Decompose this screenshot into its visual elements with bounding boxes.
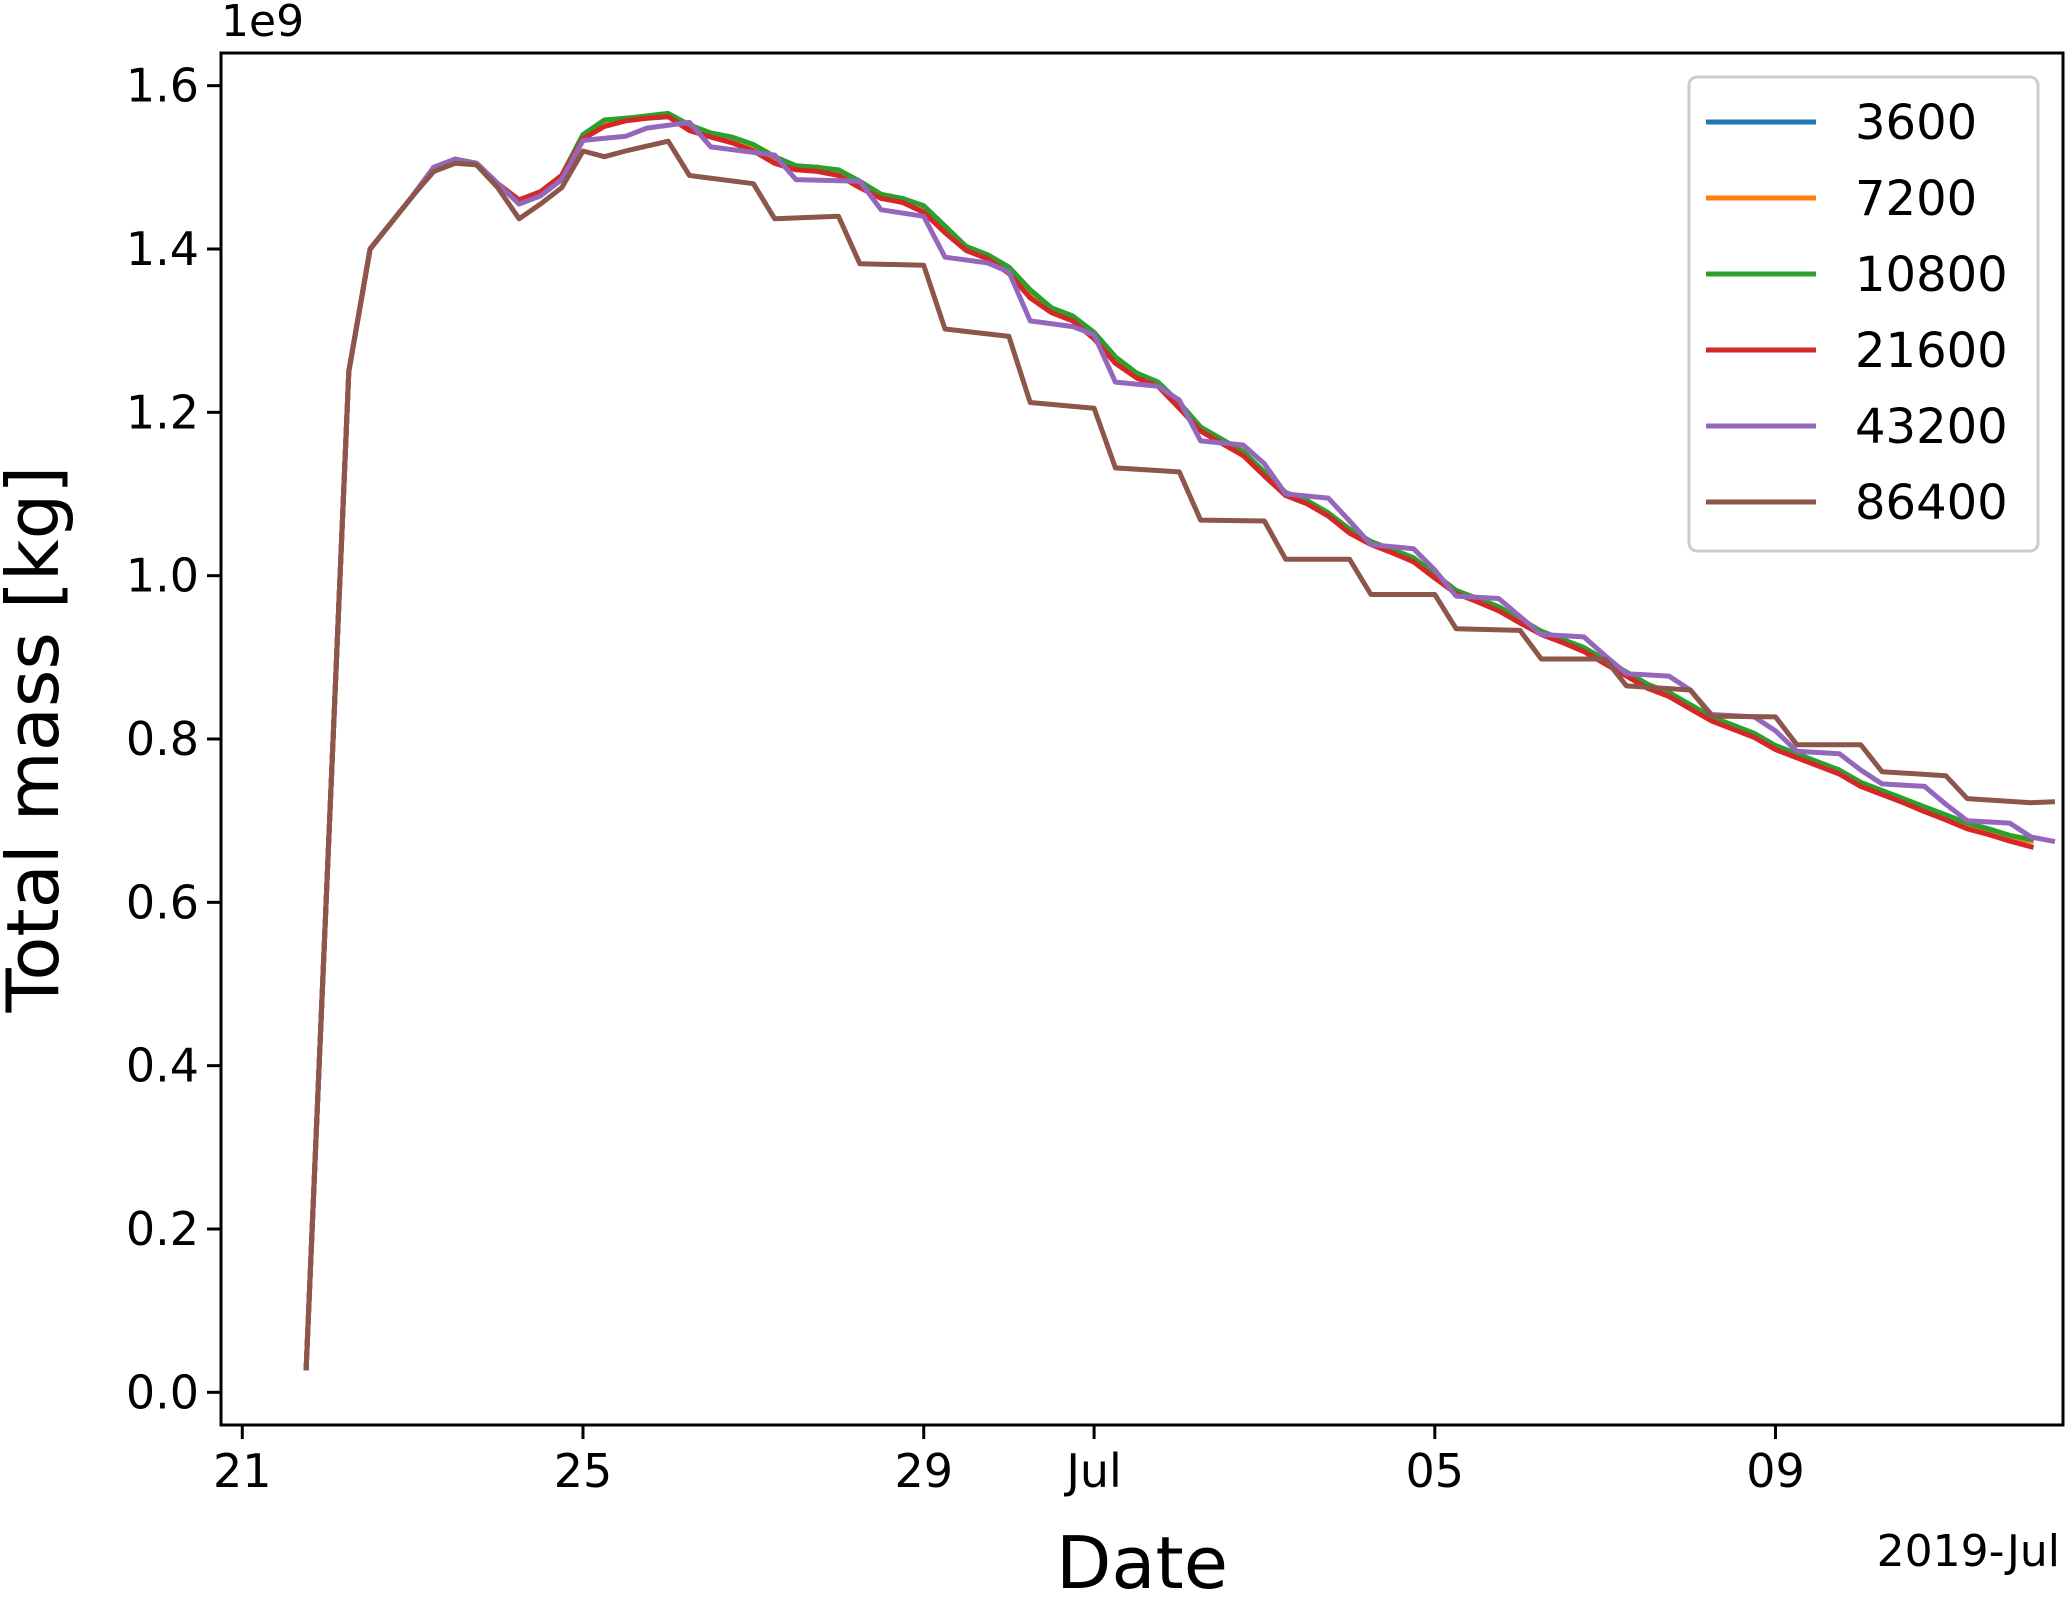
y-tick-label: 0.4 [126,1039,199,1093]
y-tick-label: 0.0 [126,1365,199,1419]
y-tick-label: 0.2 [126,1202,199,1256]
legend-label-21600: 21600 [1855,323,2008,379]
y-tick-label: 0.8 [126,712,199,766]
y-tick-label: 1.2 [126,385,199,439]
y-tick-label: 0.6 [126,875,199,929]
y-tick-label: 1.0 [126,549,199,603]
x-tick-label: 21 [213,1444,272,1498]
x-tick-label: Jul [1063,1444,1122,1498]
legend-label-10800: 10800 [1855,247,2008,303]
plot-frame [219,51,2065,1427]
x-offset-label: 2019-Jul [1877,1526,2060,1577]
y-tick-label: 1.6 [126,59,199,113]
x-axis-label: Date [1056,1521,1228,1598]
x-tick-label: 29 [894,1444,953,1498]
legend-label-86400: 86400 [1855,475,2008,531]
series-line-86400 [303,138,2055,1371]
x-axis: 21 25 29 Jul 05 09 [213,1425,1805,1498]
x-tick-label: 25 [554,1444,613,1498]
legend-label-43200: 43200 [1855,399,2008,455]
plot-lines [303,110,2056,1371]
legend-label-3600: 3600 [1855,95,1977,151]
legend: 3600 7200 10800 21600 43200 86400 [1687,75,2040,553]
x-tick-label: 05 [1406,1444,1465,1498]
legend-label-7200: 7200 [1855,171,1977,227]
y-offset-label: 1e9 [221,0,304,47]
series-line-43200 [303,119,2056,1371]
y-tick-label: 1.4 [126,222,199,276]
y-axis-label: Total mass [kg] [0,466,75,1014]
x-tick-label: 09 [1746,1444,1805,1498]
y-axis: 0.0 0.2 0.4 0.6 0.8 1.0 1.2 1.4 1.6 [126,59,221,1419]
